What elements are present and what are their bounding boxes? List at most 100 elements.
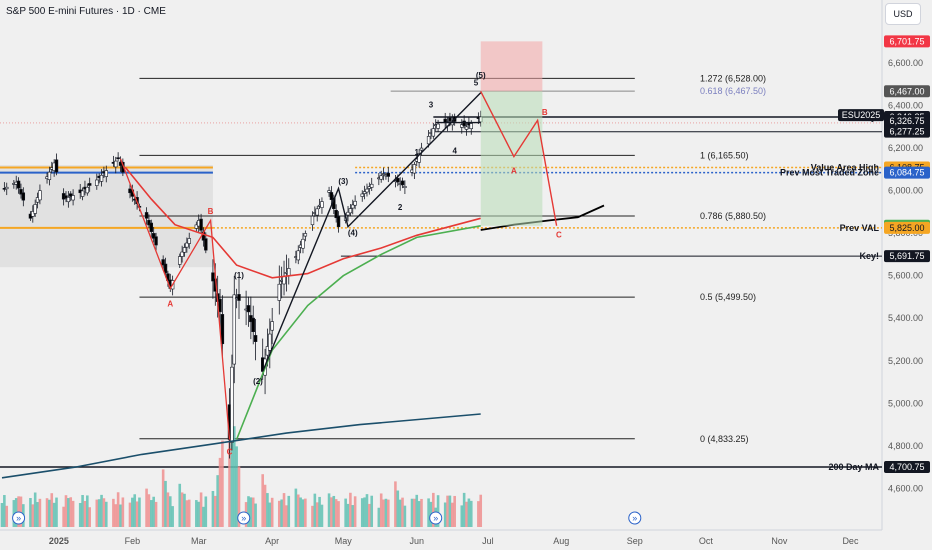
volume-bar [379, 493, 383, 527]
price-badge [884, 250, 930, 263]
volume-bar [396, 490, 400, 527]
candle-body [396, 178, 400, 183]
volume-bar [147, 494, 151, 527]
volume-bar [479, 494, 483, 527]
volume-bar [135, 501, 139, 527]
volume-bar [403, 505, 407, 527]
volume-bar [261, 474, 264, 527]
volume-bar [5, 505, 9, 527]
wave-label: B [542, 108, 548, 117]
wave-impulse-line [262, 92, 482, 372]
y-tick-label: 6,200.00 [888, 143, 923, 153]
volume-bar [344, 498, 347, 527]
price-badge-label: 4,700.75 [889, 462, 924, 472]
volume-bar [202, 506, 205, 527]
price-badge-label: 6,701.75 [889, 36, 924, 46]
x-tick-label: Dec [842, 536, 859, 546]
volume-bar [185, 500, 189, 527]
volume-bar [88, 507, 91, 527]
wave-label: 2 [398, 203, 403, 212]
volume-bar [0, 503, 4, 527]
volume-bar [285, 505, 288, 527]
volume-bar [453, 495, 456, 527]
candle-body [33, 204, 37, 214]
volume-bar [36, 502, 39, 527]
candle-body [251, 317, 255, 333]
sma-green-line [235, 225, 481, 440]
volume-bar [150, 500, 153, 527]
candle-body [71, 195, 75, 201]
candle-body [327, 190, 331, 193]
price-badge [884, 460, 930, 473]
volume-bar [95, 499, 99, 527]
volume-bar [377, 507, 381, 527]
volume-bar [114, 504, 118, 527]
candle-body [154, 236, 158, 246]
x-tick-label: May [335, 536, 353, 546]
volume-bar [311, 505, 314, 527]
event-marker-glyph: » [241, 513, 246, 523]
volume-bar [398, 499, 402, 527]
candle-body [246, 305, 251, 313]
volume-bar [19, 496, 23, 527]
wave-label: (3) [338, 177, 348, 186]
volume-bar [349, 492, 352, 527]
volume-bar [138, 497, 141, 527]
volume-bar [183, 493, 186, 527]
wave-label: (1) [234, 271, 244, 280]
volume-bar [304, 498, 307, 527]
volume-bar [417, 501, 421, 527]
price-badge [884, 166, 930, 179]
candle-body [182, 247, 187, 253]
price-badge [884, 115, 930, 128]
candle-body [66, 197, 71, 203]
candle-body [464, 126, 469, 130]
target-zone [480, 91, 543, 226]
candle-body [403, 186, 407, 188]
price-badge [884, 221, 930, 234]
volume-bar [180, 492, 184, 527]
volume-bar [121, 497, 125, 527]
stop-loss-zone [480, 41, 543, 92]
volume-bar [235, 446, 238, 527]
volume-bar [299, 497, 302, 527]
candle-body [277, 283, 281, 301]
y-tick-label: 5,200.00 [888, 356, 923, 366]
candle-body [431, 128, 436, 137]
candle-body [315, 208, 319, 216]
candle-body [218, 298, 222, 313]
volume-bar [83, 500, 87, 527]
volume-bar [116, 492, 120, 527]
currency-button[interactable]: USD [885, 3, 921, 25]
volume-bar [33, 492, 37, 527]
volume-bar [48, 499, 51, 527]
candle-body [268, 333, 272, 351]
volume-bar [161, 469, 165, 527]
price-badge-label: 6,467.00 [889, 86, 924, 96]
volume-bar [55, 497, 58, 527]
volume-bar [427, 498, 430, 527]
volume-bar [410, 498, 414, 527]
volume-bar [465, 501, 468, 527]
volume-bar [270, 497, 274, 527]
candle-body [426, 136, 431, 145]
candle-body [87, 183, 92, 186]
volume-bar [263, 484, 267, 527]
candle-body [253, 335, 258, 342]
fib-label: 0.786 (5,880.50) [700, 211, 766, 221]
volume-bar [31, 504, 35, 527]
candle-body [151, 233, 156, 239]
candle-body [21, 192, 26, 201]
candle-body [232, 294, 236, 365]
volume-bar [327, 493, 331, 527]
y-tick-label: 5,400.00 [888, 313, 923, 323]
price-badge [884, 125, 930, 138]
volume-bar [171, 506, 174, 527]
volume-bar [313, 493, 317, 527]
volume-bar [154, 501, 158, 527]
volume-bar [211, 491, 215, 527]
volume-bar [467, 498, 471, 527]
volume-bar [71, 500, 75, 527]
